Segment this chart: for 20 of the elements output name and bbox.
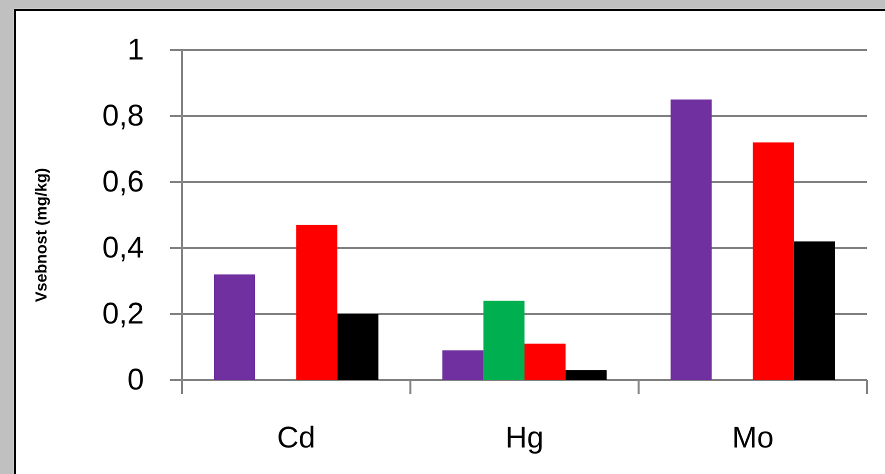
y-tick-label: 0,6 [102,166,144,198]
bar [524,344,566,380]
y-tick-label: 0 [127,364,144,396]
bar [442,350,484,380]
y-axis-title: Vsebnost (mg/kg) [34,168,50,302]
y-tick-label: 0,8 [102,100,144,132]
y-tick-label: 0,4 [102,232,144,264]
bar [214,274,256,380]
bar [296,224,338,380]
y-tick-label: 1 [127,34,144,66]
bar [566,370,607,380]
bar [670,100,712,380]
bar [794,241,836,380]
x-tick-label: Mo [732,422,774,454]
bar [483,300,524,380]
bar [337,314,378,380]
x-tick-label: Hg [505,422,544,454]
x-tick-label: Cd [276,422,316,454]
y-tick-label: 0,2 [102,298,144,330]
bar [752,142,794,380]
